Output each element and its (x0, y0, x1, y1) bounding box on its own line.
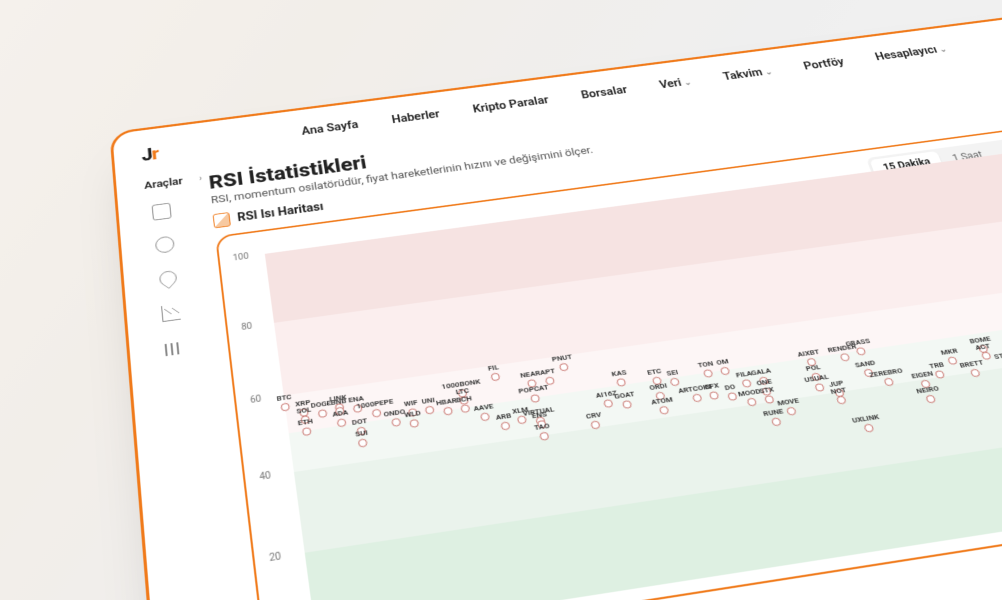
point-arb[interactable]: ARB (495, 412, 514, 431)
chevron-down-icon: ⌄ (938, 46, 948, 54)
point-pnut[interactable]: PNUT (551, 353, 575, 372)
y-tick: 20 (269, 551, 282, 564)
point-om[interactable]: OM (715, 357, 732, 375)
point-fil[interactable]: FIL (487, 364, 501, 382)
point-zerebro[interactable]: ZEREBRO (868, 366, 907, 387)
point-uxlink[interactable]: UXLINK (851, 413, 883, 434)
point-goat[interactable]: GOAT (614, 390, 638, 410)
nav-veri[interactable]: Veri⌄ (658, 76, 693, 91)
point-eth[interactable]: ETH (297, 417, 314, 436)
chevron-down-icon: ⌄ (764, 68, 774, 77)
heatmap-icon (213, 212, 231, 228)
sidebar-title: Araçlar (144, 176, 184, 192)
point-ton[interactable]: TON (697, 360, 717, 379)
point-sui[interactable]: SUI (355, 429, 370, 448)
tool-icon-drop[interactable] (156, 268, 180, 289)
app-logo: Jr (141, 145, 160, 166)
tool-icon-bars[interactable] (164, 338, 183, 356)
chevron-down-icon: ⌄ (683, 79, 693, 88)
sidebar-expand-icon[interactable]: › (199, 175, 203, 184)
y-tick: 80 (241, 321, 253, 332)
point-kas[interactable]: KAS (611, 368, 630, 387)
tool-icon-doc[interactable] (152, 203, 172, 221)
point-btc[interactable]: BTC (276, 393, 293, 412)
point-neiro[interactable]: NEIRO (915, 384, 943, 404)
point-wld[interactable]: WLD (404, 409, 423, 429)
point-aave[interactable]: AAVE (473, 403, 496, 423)
nav-hesaplayıcı[interactable]: Hesaplayıcı⌄ (874, 43, 949, 63)
nav-takvim[interactable]: Takvim⌄ (722, 65, 774, 82)
point-popcat[interactable]: POPCAT (518, 383, 552, 404)
point-sei[interactable]: SEI (666, 368, 682, 386)
point-not[interactable]: NOT (830, 386, 851, 405)
point-atom[interactable]: ATOM (650, 396, 676, 416)
y-tick: 100 (232, 252, 249, 263)
point-rune[interactable]: RUNE (762, 407, 787, 427)
panel-title: RSI Isı Haritası (237, 200, 325, 224)
point-crv[interactable]: CRV (585, 410, 604, 429)
point-tao[interactable]: TAO (533, 422, 552, 441)
point-strk[interactable]: STRK (993, 350, 1002, 369)
point-brett[interactable]: BRETT (959, 359, 988, 379)
nav-kripto-paralar[interactable]: Kripto Paralar (472, 94, 550, 115)
nav-portföy[interactable]: Portföy (802, 56, 846, 72)
tool-icon-clock[interactable] (155, 235, 175, 253)
point-ada[interactable]: ADA (332, 408, 350, 427)
y-tick: 60 (250, 394, 262, 405)
nav-haberler[interactable]: Haberler (391, 108, 441, 126)
y-tick: 40 (259, 470, 272, 482)
nav-ana-sayfa[interactable]: Ana Sayfa (301, 119, 359, 138)
nav-borsalar[interactable]: Borsalar (580, 84, 629, 101)
point-bch[interactable]: BCH (455, 394, 474, 413)
tool-icon-trend[interactable] (161, 304, 181, 322)
